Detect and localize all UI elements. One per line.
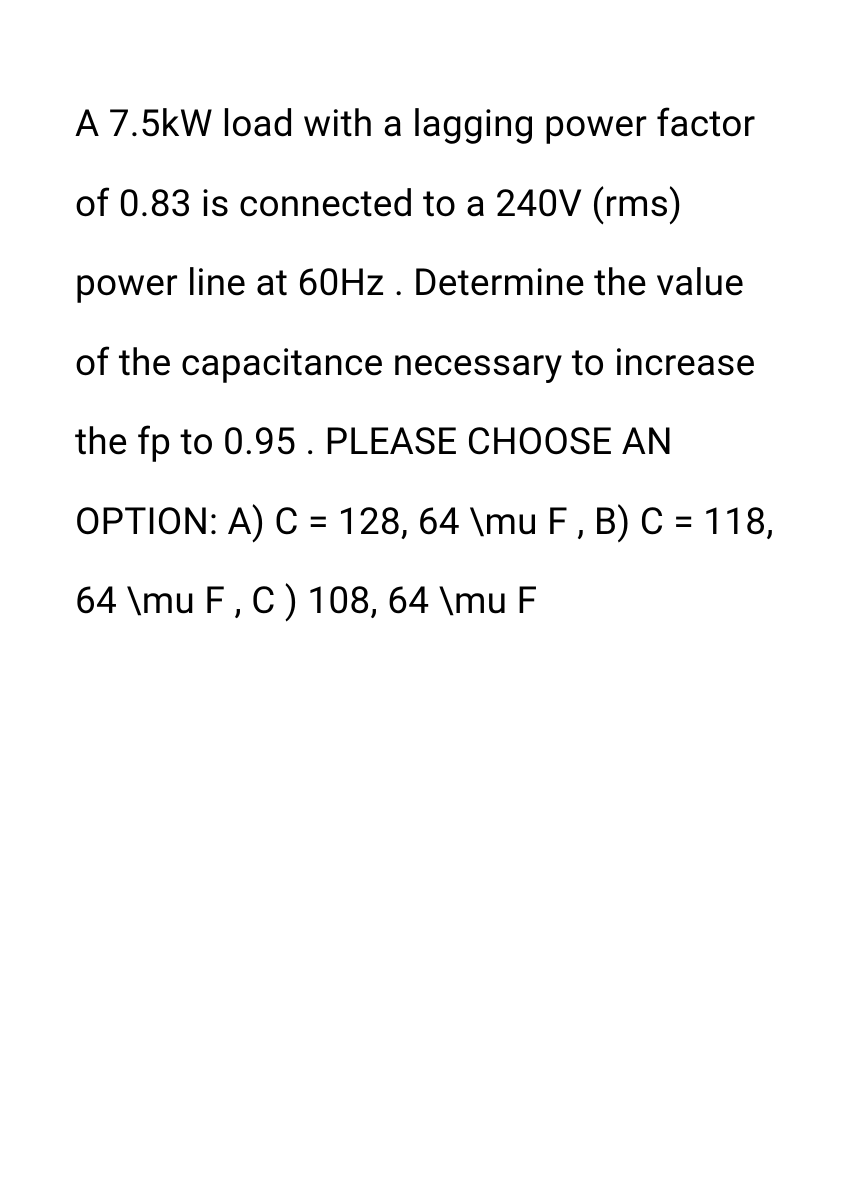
problem-statement: A 7.5kW load with a lagging power factor… bbox=[75, 85, 787, 642]
